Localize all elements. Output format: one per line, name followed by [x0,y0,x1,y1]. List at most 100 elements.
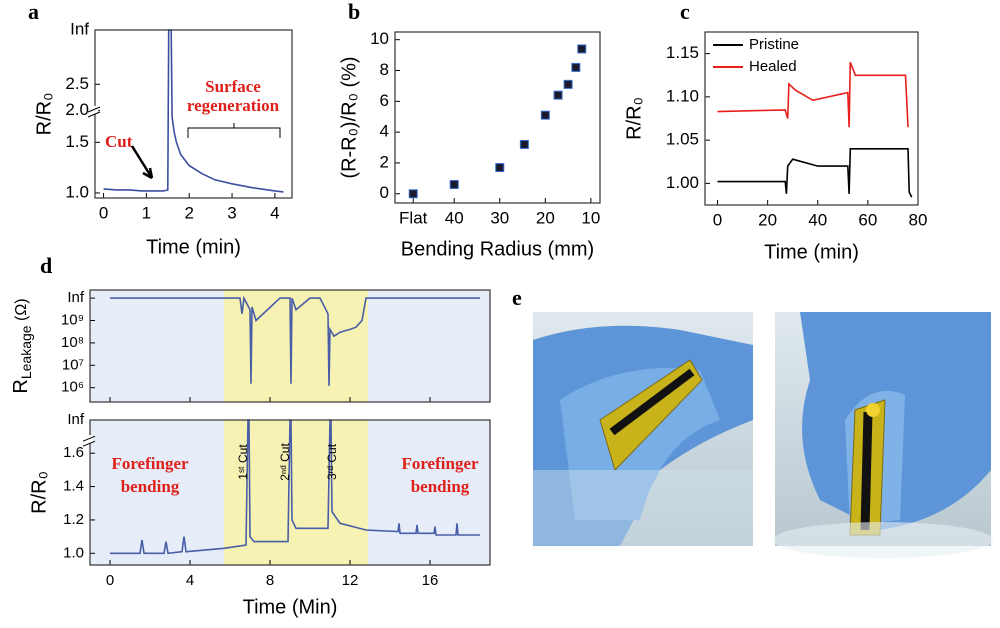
data-point [563,79,573,89]
x-tick-label: 0 [106,572,114,589]
x-tick-label: 4 [270,203,279,222]
x-tick-label: 40 [445,208,464,227]
x-tick-label: 1 [142,203,151,222]
x-tick-label: 20 [536,208,555,227]
annotation: Cut [105,132,133,151]
plot-frame [394,31,601,204]
y-tick-label: 0 [380,183,389,202]
data-line [110,295,480,386]
panel: 10⁶ 10⁷ 10⁸ 10⁹ Inf RLeakage (Ω) d [10,253,491,403]
y-tick-label: 1.4 [63,478,84,495]
x-tick-label: 0 [99,203,108,222]
annotation: bending [411,477,470,496]
data-line [717,148,913,198]
plot-frame [704,31,919,206]
x-axis-label: Time (min) [764,241,859,263]
x-axis-label: Time (Min) [243,596,338,618]
panel: 1.00 1.05 1.10 1.15 0 20 40 60 80 Time (min) R/R₀ c… [623,0,927,263]
data-line [110,419,480,555]
x-tick-label: 60 [858,210,877,229]
photo-left [533,312,753,546]
y-tick-label: 1.2 [63,511,84,528]
y-tick-label: 10⁷ [62,356,84,373]
axis-break [87,106,101,118]
data-point [408,189,418,199]
data-point [577,44,587,54]
y-tick-label: 1.10 [666,86,699,105]
x-tick-label: 40 [808,210,827,229]
panel-label: e [512,285,522,310]
annotation: Surface [205,77,261,96]
data-point [553,90,563,100]
x-tick-label: 2 [184,203,193,222]
x-tick-label: Flat [399,208,428,227]
panel-label: c [680,0,690,24]
y-tick-label: Inf [67,289,85,306]
y-tick-label: 1.15 [666,43,699,62]
panel: 0 2 4 6 8 10 Flat 40 30 20 10 Bending Radius (mm) (R… [338,0,601,260]
data-line [717,62,909,128]
y-axis-label: RLeakage (Ω) [10,298,33,393]
data-line [103,29,284,193]
y-tick-label: 8 [380,60,389,79]
legend-label: Pristine [749,36,799,53]
plot-frame [89,289,491,403]
panel: 1.0 1.2 1.4 1.6 Inf 0 4 8 12 16 Time (Min) R/R₀ Fore… [28,411,491,618]
y-tick-label: 1.0 [63,544,84,561]
y-tick-label: 1.5 [65,132,89,151]
y-axis-label-part: Leakage [18,325,34,379]
y-axis-label: R/R₀ [623,97,645,140]
x-tick-label: 30 [490,208,509,227]
y-tick-label: 10⁶ [61,379,84,396]
annotation: 1ˢᵗ Cut [236,444,250,480]
y-tick-label: 2.0 [65,100,89,119]
y-axis-label: R/R₀ [33,93,55,136]
x-tick-label: 0 [713,210,722,229]
annotation: Forefinger [111,454,189,473]
x-axis-label: Time (min) [146,236,241,258]
y-tick-label: 2.5 [65,74,89,93]
photo-right [773,312,993,558]
highlight-band [224,290,368,402]
plot-frame [89,419,491,566]
y-tick-label: Inf [70,19,89,38]
y-tick-label: 1.05 [666,130,699,149]
annotation: bending [121,477,180,496]
axis-break [82,435,96,447]
y-axis-label: (R-R₀)/R₀ (%) [338,56,360,178]
data-point [449,180,459,190]
legend-label: Healed [749,58,797,75]
x-tick-label: 20 [758,210,777,229]
y-tick-label: 1.0 [65,182,89,201]
axis-break-gap [92,106,98,114]
panel-label: d [40,253,52,278]
panel: 1.0 1.5 2.0 2.5 Inf 0 1 2 3 4 Time (min) R/R₀ a Cut Su… [28,0,293,258]
x-axis-label: Bending Radius (mm) [401,238,594,260]
annotation: 3ʳᵈ Cut [325,443,339,480]
annotation: regeneration [187,96,280,115]
y-tick-label: 1.00 [666,173,699,192]
panel-label: a [28,0,39,24]
x-tick-label: 12 [342,572,359,589]
bracket [187,123,281,138]
y-axis-label-part: R [10,379,32,393]
y-tick-label: 1.6 [63,444,84,461]
y-tick-label: 10 [370,29,389,48]
data-point [540,110,550,120]
x-tick-label: 3 [227,203,236,222]
x-tick-label: 10 [581,208,600,227]
data-point [571,62,581,72]
x-tick-label: 80 [909,210,928,229]
y-axis-label: R/R₀ [28,471,50,514]
y-tick-label: 10⁸ [61,334,84,351]
data-point [519,139,529,149]
y-tick-label: 2 [380,152,389,171]
axis-break-gap [87,435,93,444]
x-tick-label: 8 [266,572,274,589]
x-tick-label: 4 [186,572,194,589]
x-tick-label: 16 [422,572,439,589]
annotation: 2ⁿᵈ Cut [278,443,292,481]
panel-label: b [348,0,360,24]
